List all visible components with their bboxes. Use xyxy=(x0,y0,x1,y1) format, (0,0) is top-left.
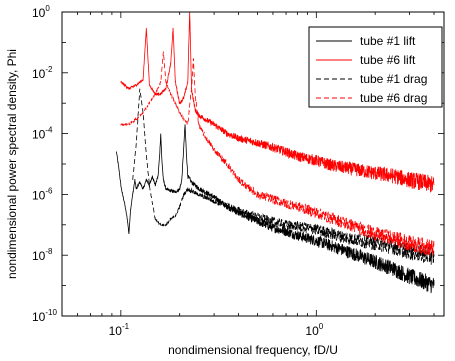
y-tick-label: 10-6 xyxy=(32,186,53,202)
y-axis-label: nondimensional power spectral density, P… xyxy=(5,49,19,279)
x-tick-label: 10-1 xyxy=(109,322,130,338)
y-tick-label: 10-4 xyxy=(32,126,53,142)
series-line-tube-6-drag xyxy=(120,51,435,258)
y-tick-label: 10-2 xyxy=(32,65,53,81)
tick-labels-layer: 10-1 100 100 10-2 10-4 10-6 10-8 10-10 xyxy=(32,4,324,338)
legend-entry-label: tube #1 lift xyxy=(360,34,416,48)
legend-entry-label: tube #6 drag xyxy=(360,91,427,105)
ticks-layer xyxy=(61,11,444,317)
x-tick-label: 100 xyxy=(305,322,323,338)
x-axis-label: nondimensional frequency, fD/U xyxy=(168,343,338,357)
y-tick-label: 10-8 xyxy=(32,247,53,263)
legend-box xyxy=(308,26,443,108)
legend-entry-label: tube #1 drag xyxy=(360,72,427,86)
legend-entry-label: tube #6 lift xyxy=(360,53,416,67)
series-layer xyxy=(116,12,435,294)
series-line-tube-6-lift xyxy=(120,12,435,193)
legend: tube #1 lift tube #6 lift tube #1 drag tube… xyxy=(308,26,443,108)
y-tick-label: 100 xyxy=(32,4,50,20)
series-line-tube-1-drag xyxy=(132,88,435,265)
y-tick-label: 10-10 xyxy=(32,308,57,324)
